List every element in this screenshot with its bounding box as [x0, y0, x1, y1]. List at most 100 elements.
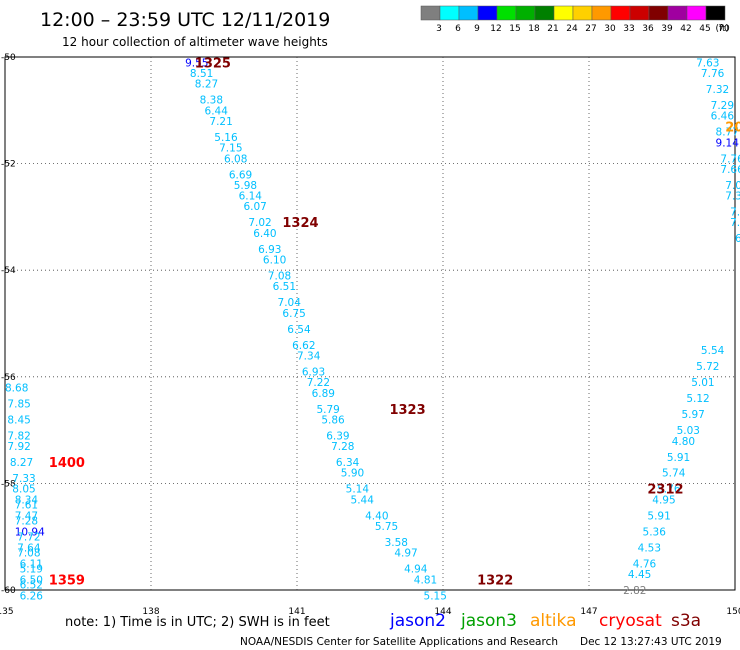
wave-height-point: 6.52 — [20, 580, 43, 592]
scale-swatch — [439, 5, 460, 21]
wave-height-point: 8.45 — [7, 414, 30, 426]
track-labels: 1325 1324 1323 1322 2312 204 1400 1359 — [49, 56, 740, 588]
plot-frame — [4, 56, 736, 591]
wave-height-point: 7.82 — [7, 430, 30, 442]
wave-height-point: 7.63 — [696, 57, 719, 69]
scale-tick-label: 9 — [474, 24, 480, 34]
x-tick-label: 141 — [288, 607, 305, 617]
scale-tick-label: 39 — [661, 24, 673, 34]
plot-border — [4, 56, 736, 591]
wave-height-point: 7.76 — [720, 153, 740, 165]
scale-swatch — [705, 5, 726, 21]
scale-swatch — [534, 5, 555, 21]
wave-height-point: 7.34 — [297, 350, 321, 362]
y-tick-label: -54 — [1, 266, 16, 276]
y-tick-label: -52 — [1, 160, 16, 170]
wave-height-point: 7.61 — [15, 500, 38, 512]
wave-height-point: 6.08 — [224, 153, 247, 165]
wave-height-point: 7.92 — [7, 441, 30, 453]
wave-height-point: 7.64 — [17, 542, 41, 554]
x-tick-label: 138 — [142, 607, 159, 617]
scale-swatch — [610, 5, 631, 21]
wave-height-point: 6.93 — [302, 366, 325, 378]
wave-height-point: 7.25 — [730, 217, 740, 229]
satellite-name-jason3: jason3 — [460, 611, 517, 631]
wave-height-point: 6.69 — [229, 169, 252, 181]
wave-height-point: 6.54 — [287, 324, 311, 336]
wave-height-point: 5.03 — [677, 425, 700, 437]
scale-tick-label: 12 — [490, 24, 501, 34]
wave-height-point: 6.40 — [253, 228, 276, 240]
satellite-name-s3a: s3a — [671, 611, 701, 631]
scale-swatch — [458, 5, 479, 21]
wave-height-point: 6.39 — [326, 430, 349, 442]
wave-height-point: 7.02 — [248, 217, 271, 229]
wave-height-point: 8.27 — [195, 79, 218, 91]
wave-height-point: 7.47 — [15, 510, 38, 522]
wave-height-point: 6.14 — [239, 191, 263, 203]
scale-unit-label: (ft) — [715, 24, 729, 34]
y-axis-ticks: -50 -52 -54 -56 -58 -60 — [1, 53, 16, 596]
wave-height-point: 7.76 — [701, 68, 725, 80]
scale-swatch — [591, 5, 612, 21]
wave-height-point: 5.74 — [662, 468, 686, 480]
wave-height-point: 6.10 — [263, 255, 286, 267]
scale-swatch — [420, 5, 441, 21]
grid-lines — [5, 57, 735, 590]
scale-swatch — [629, 5, 650, 21]
wave-height-point: 6.26 — [20, 590, 44, 602]
scale-swatch — [477, 5, 498, 21]
scale-tick-label: 18 — [528, 24, 540, 34]
track-label: 2312 — [647, 483, 683, 498]
wave-height-point: 6.62 — [292, 340, 315, 352]
y-tick-label: -60 — [1, 586, 16, 596]
track-label: 204 — [725, 120, 740, 135]
wave-height-point: 7.34 — [725, 191, 740, 203]
x-axis-ticks: 135 138 141 144 147 150 — [0, 607, 740, 617]
track-label: 1359 — [49, 573, 85, 588]
wave-height-point: 4.94 — [404, 564, 428, 576]
wave-height-point: 4.95 — [652, 494, 675, 506]
wave-height-point: 7.06 — [725, 180, 740, 192]
wave-height-point: 5.75 — [375, 521, 398, 533]
wave-height-point: 5.19 — [20, 564, 43, 576]
scale-tick-label: 30 — [604, 24, 616, 34]
scale-tick-label: 36 — [642, 24, 654, 34]
wave-height-point: 5.16 — [214, 132, 238, 144]
scale-tick-label: 27 — [585, 24, 596, 34]
wave-height-point: 9.55 — [185, 57, 208, 69]
wave-height-point: 6.44 — [205, 105, 229, 117]
scale-swatch — [515, 5, 536, 21]
scale-tick-label: 42 — [680, 24, 691, 34]
wave-height-point: 8.38 — [200, 95, 223, 107]
wave-height-point: 4.80 — [672, 436, 695, 448]
wave-height-point: 6.11 — [20, 558, 43, 570]
y-tick-label: -50 — [1, 53, 16, 63]
wave-height-point: 6.07 — [243, 201, 266, 213]
wave-height-point: 4.40 — [365, 510, 388, 522]
scale-tick-label: 21 — [547, 24, 558, 34]
track-label: 1400 — [49, 456, 85, 471]
wave-height-point: 6.93 — [258, 244, 281, 256]
wave-height-point: 5.91 — [647, 510, 670, 522]
satellite-legend: jason2 jason3 altika cryosat s3a — [389, 611, 701, 631]
wave-height-point: 9.14 — [716, 137, 740, 149]
wave-height-point: 7.15 — [219, 143, 242, 155]
scale-tick-label: 3 — [436, 24, 442, 34]
credit-text: NOAA/NESDIS Center for Satellite Applica… — [240, 636, 558, 648]
wave-height-point: 7.22 — [307, 377, 330, 389]
wave-height-point: 8.51 — [190, 68, 213, 80]
wave-height-point: 8.77 — [716, 127, 739, 139]
wave-height-points: 9.558.518.278.386.447.215.167.156.086.69… — [5, 57, 740, 602]
wave-height-point: 6.34 — [336, 457, 360, 469]
wave-height-point: 4.45 — [628, 569, 651, 581]
track-label: 1325 — [195, 56, 231, 71]
wave-height-point: 5.72 — [696, 361, 719, 373]
wave-height-point: 7.32 — [706, 84, 729, 96]
scale-swatch — [572, 5, 593, 21]
wave-height-point: 2.82 — [623, 585, 646, 597]
wave-height-point: 5.15 — [424, 590, 447, 602]
scale-swatch — [648, 5, 669, 21]
wave-height-point: 8.68 — [5, 382, 28, 394]
